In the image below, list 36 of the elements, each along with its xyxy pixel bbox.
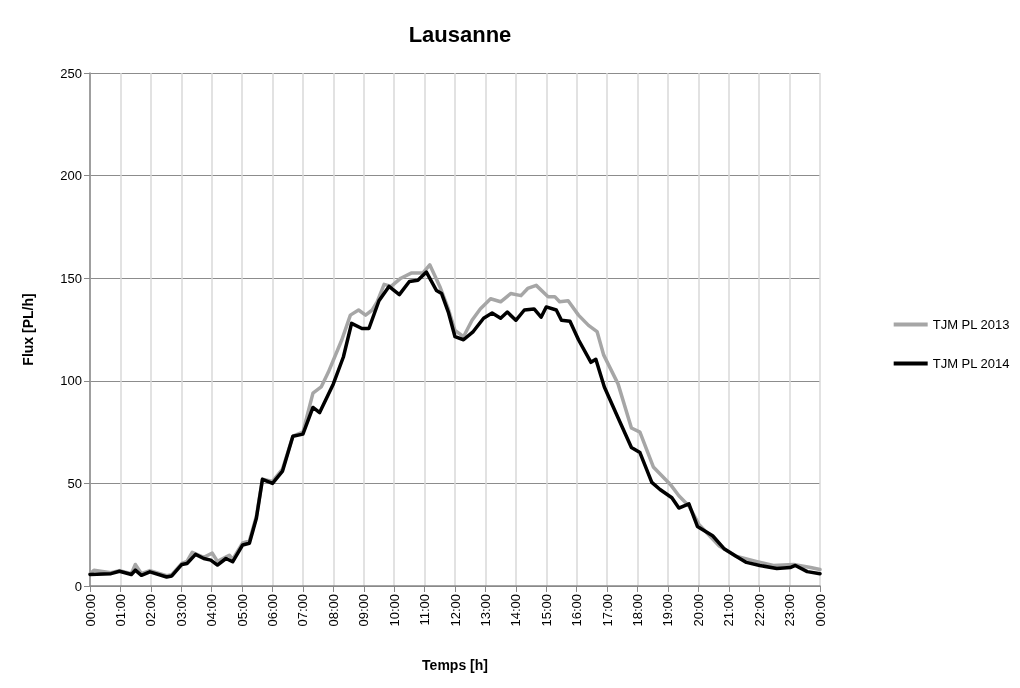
x-tick-label: 03:00 — [173, 594, 189, 627]
x-tick-label: 15:00 — [538, 594, 554, 627]
x-tick-label: 04:00 — [204, 594, 220, 627]
x-tick-label: 11:00 — [417, 594, 433, 626]
x-tick-label: 12:00 — [447, 594, 463, 627]
x-tick-label: 10:00 — [386, 594, 402, 627]
x-tick-label: 07:00 — [295, 594, 311, 627]
x-tick-label: 23:00 — [782, 594, 798, 627]
x-axis-title: Temps [h] — [422, 657, 488, 673]
x-tick-label: 09:00 — [356, 594, 372, 627]
chart-title: Lausanne — [408, 21, 512, 47]
x-tick-label: 20:00 — [690, 594, 706, 627]
x-tick-label: 22:00 — [751, 594, 767, 627]
y-tick-label: 250 — [60, 65, 82, 81]
legend-label: TJM PL 2013 — [932, 317, 1010, 332]
x-tick-label: 08:00 — [325, 594, 341, 627]
x-tick-label: 21:00 — [721, 594, 737, 627]
x-tick-label: 14:00 — [508, 594, 524, 627]
x-tick-label: 02:00 — [143, 594, 159, 627]
y-axis-title: Flux [PL/h] — [20, 293, 36, 366]
x-tick-label: 16:00 — [569, 594, 585, 627]
y-tick-label: 150 — [60, 270, 82, 286]
y-tick-label: 100 — [60, 373, 82, 389]
x-tick-label: 05:00 — [234, 594, 250, 627]
x-tick-label: 00:00 — [82, 594, 98, 627]
x-tick-label: 17:00 — [599, 594, 615, 627]
y-tick-label: 0 — [74, 578, 82, 594]
x-tick-label: 01:00 — [112, 594, 128, 627]
x-tick-label: 06:00 — [265, 594, 280, 627]
x-tick-label: 00:00 — [812, 594, 828, 627]
x-tick-label: 19:00 — [660, 594, 676, 627]
y-tick-label: 200 — [60, 168, 82, 184]
x-tick-label: 18:00 — [630, 594, 645, 627]
legend-label: TJM PL 2014 — [932, 356, 1010, 371]
x-tick-label: 13:00 — [477, 594, 493, 627]
y-tick-label: 50 — [67, 475, 82, 491]
